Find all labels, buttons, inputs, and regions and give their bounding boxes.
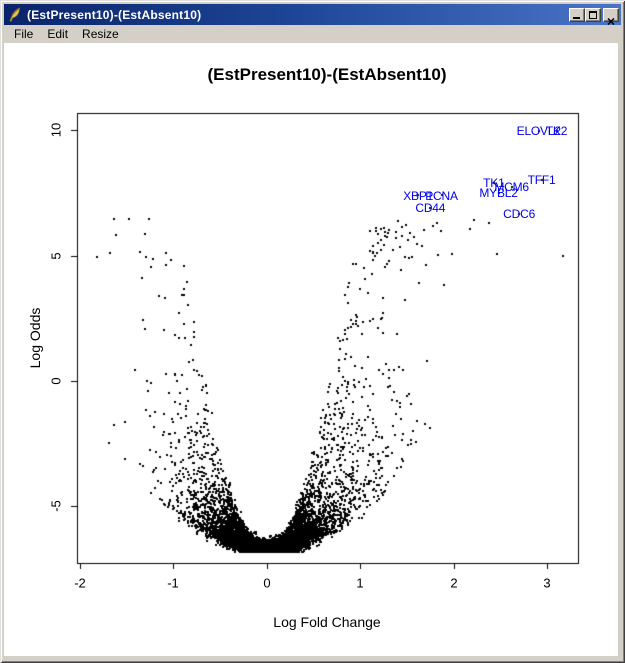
y-axis-label: Log Odds — [27, 307, 43, 369]
gene-label-cdc6: CDC6 — [503, 206, 536, 221]
x-tick-label: 1 — [356, 575, 364, 591]
menu-file[interactable]: File — [14, 27, 34, 41]
y-tick-label: -5 — [48, 500, 64, 512]
y-tick-label: 0 — [48, 377, 64, 385]
close-button[interactable] — [603, 7, 619, 25]
x-tick-label: 0 — [263, 575, 271, 591]
window-titlebar[interactable]: (EstPresent10)-(EstAbsent10) — [4, 4, 621, 25]
minimize-button[interactable] — [569, 7, 585, 22]
gene-label-mybl2: MYBL2 — [479, 186, 518, 200]
y-tick-label: 10 — [48, 122, 64, 138]
y-tick-label: 5 — [48, 252, 64, 260]
gene-label-tff1: TFF1 — [527, 173, 556, 187]
feather-icon — [7, 6, 23, 23]
gene-label-elovl2: ELOVL2 — [516, 124, 561, 138]
maximize-icon — [589, 10, 597, 19]
x-tick-label: 2 — [450, 575, 458, 591]
gene-label-xbp1: XBP1 — [403, 188, 434, 203]
gene-label-cd44: CD44 — [415, 200, 446, 215]
gene-label-pcna: PCNA — [425, 188, 458, 203]
menu-edit[interactable]: Edit — [47, 27, 69, 41]
menu-resize[interactable]: Resize — [82, 27, 119, 41]
gene-label-tk2: TK2 — [545, 124, 568, 138]
x-tick-label: -1 — [167, 575, 179, 591]
plot-device: (EstPresent10)-(EstAbsent10) Log Fold Ch… — [4, 43, 618, 656]
window-title: (EstPresent10)-(EstAbsent10) — [27, 7, 202, 22]
minimize-icon — [573, 16, 580, 19]
gene-label-mcm6: MCM6 — [494, 179, 529, 194]
gene-label-tk1: TK1 — [483, 176, 505, 190]
x-axis-label: Log Fold Change — [273, 614, 381, 630]
plot-title: (EstPresent10)-(EstAbsent10) — [207, 65, 447, 84]
x-tick-label: 3 — [543, 575, 551, 591]
menu-bar: File Edit Resize — [4, 25, 621, 43]
close-icon — [607, 12, 615, 30]
maximize-button[interactable] — [585, 7, 601, 22]
volcano-plot-canvas — [4, 43, 618, 656]
window-controls — [569, 7, 619, 25]
x-tick-label: -2 — [74, 575, 86, 591]
